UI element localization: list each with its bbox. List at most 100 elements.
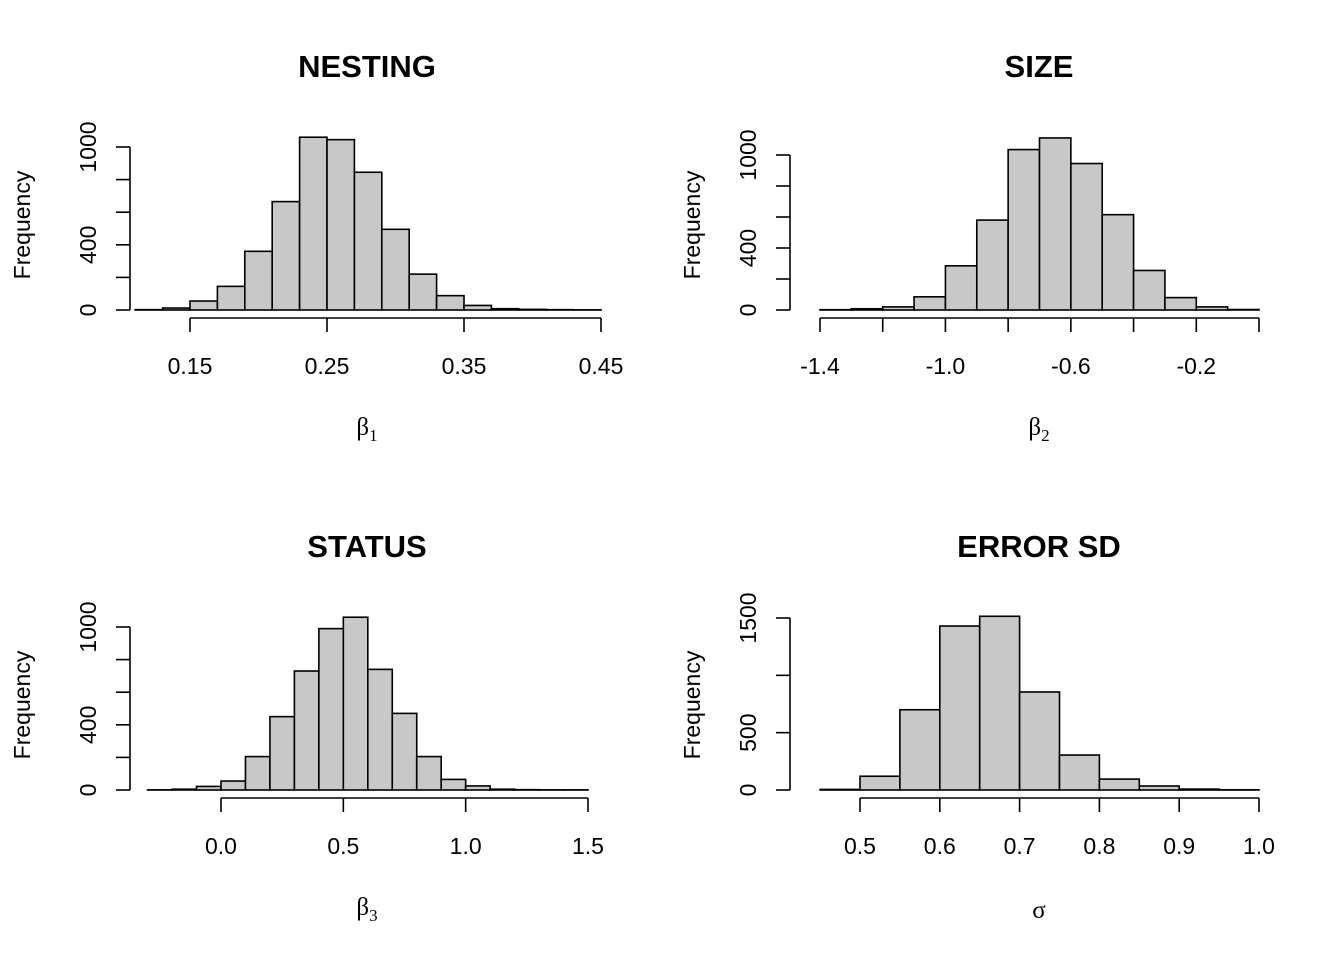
histogram-bar	[859, 775, 901, 791]
x-tick-label: 1.0	[1243, 833, 1275, 859]
x-tick-label: 0.7	[1004, 833, 1036, 859]
histogram-bar	[189, 300, 219, 311]
x-tick-label: 0.9	[1163, 833, 1195, 859]
y-tick-label: 400	[75, 226, 101, 264]
x-axis: 0.5 0.6 0.7 0.8 0.9 1.0	[844, 797, 1275, 859]
histogram-bar	[326, 138, 356, 311]
y-axis: 0 400 1000	[75, 121, 131, 317]
histogram-bar	[391, 712, 418, 791]
x-tick-label: 0.25	[305, 353, 350, 379]
histogram-bar	[435, 294, 465, 311]
chart-title: SIZE	[1005, 49, 1074, 84]
histogram-bar	[1101, 213, 1135, 311]
histogram-bar	[408, 273, 438, 311]
y-axis: 0 500 1500	[735, 592, 791, 797]
x-tick-label: 0.15	[168, 353, 213, 379]
chart-title: STATUS	[307, 529, 426, 564]
histogram-bar	[318, 627, 345, 791]
x-axis-label: β2	[1028, 414, 1049, 445]
histogram-bar	[489, 788, 516, 791]
histogram-bar	[913, 296, 947, 311]
histogram-bar	[440, 778, 467, 791]
x-tick-label: 0.0	[205, 833, 237, 859]
y-tick-label: 0	[75, 784, 101, 797]
histogram-bar	[380, 228, 410, 311]
x-tick-label: 0.8	[1083, 833, 1115, 859]
chart-title: ERROR SD	[957, 529, 1121, 564]
y-axis: 0 400 1000	[735, 129, 791, 317]
x-tick-label: 1.5	[572, 833, 604, 859]
x-tick-label: -1.0	[926, 353, 966, 379]
x-tick-label: -0.6	[1051, 353, 1091, 379]
histogram-bar	[1070, 162, 1104, 311]
y-axis-label: Frequency	[679, 170, 705, 279]
histogram-bar	[1132, 269, 1166, 311]
y-axis-label: Frequency	[9, 650, 35, 759]
histogram-bar	[850, 307, 884, 311]
x-axis-label: β3	[356, 894, 377, 925]
histogram-bar	[517, 308, 547, 311]
x-tick-label: -0.2	[1176, 353, 1216, 379]
histogram-bar	[1018, 691, 1061, 791]
y-tick-label: 0	[75, 304, 101, 317]
histogram-bar	[463, 304, 493, 311]
histogram-bar	[415, 755, 443, 791]
histogram-bar	[819, 788, 861, 791]
histogram-bar	[161, 307, 191, 311]
histogram-bar	[269, 715, 296, 791]
histogram-bar	[171, 788, 198, 791]
histogram-bar	[938, 625, 981, 791]
histogram-panel-2: SIZE -1.4 -1.0 -0.6 -0.2 0 400 1000 Frequency β2	[679, 49, 1260, 445]
histogram-bar	[220, 780, 247, 791]
y-axis: 0 400 1000	[75, 601, 131, 797]
histogram-bar	[944, 265, 978, 311]
y-tick-label: 0	[735, 784, 761, 797]
y-tick-label: 1000	[735, 129, 761, 180]
x-tick-label: 0.6	[924, 833, 956, 859]
histogram-bar	[1138, 785, 1181, 791]
histogram-bar	[881, 306, 915, 311]
x-tick-label: 1.0	[450, 833, 482, 859]
histogram-bar	[342, 616, 369, 791]
histogram-bar	[353, 171, 383, 311]
x-tick-label: 0.35	[442, 353, 487, 379]
histogram-bar	[1007, 148, 1041, 311]
y-axis-label: Frequency	[9, 170, 35, 279]
histogram-bar	[464, 785, 491, 791]
histogram-bar	[978, 615, 1021, 791]
histogram-bar	[1178, 788, 1220, 791]
histogram-bar	[1195, 306, 1229, 311]
x-tick-label: 0.45	[579, 353, 624, 379]
histogram-bar	[216, 285, 246, 311]
x-axis-label: β1	[356, 414, 377, 445]
y-tick-label: 500	[735, 713, 761, 751]
histogram-bar	[293, 670, 320, 791]
histogram-bar	[244, 755, 271, 791]
histogram-bar	[1098, 778, 1141, 791]
histogram-bar	[899, 708, 941, 791]
x-axis-label: σ	[1032, 897, 1046, 924]
x-tick-label: 0.5	[844, 833, 876, 859]
y-tick-label: 400	[75, 706, 101, 744]
y-tick-label: 1000	[75, 601, 101, 652]
histogram-bar	[271, 200, 301, 311]
histogram-bar	[244, 250, 274, 311]
x-axis: 0.0 0.5 1.0 1.5	[205, 797, 604, 859]
histogram-bar	[366, 668, 394, 791]
histogram-panel-4: ERROR SD 0.5 0.6 0.7 0.8 0.9 1.0 0 500 1500 Freque…	[679, 529, 1275, 924]
y-tick-label: 0	[735, 304, 761, 317]
y-tick-label: 1500	[735, 592, 761, 643]
histogram-bar	[195, 785, 222, 791]
y-axis-label: Frequency	[679, 650, 705, 759]
histogram-bar	[1058, 754, 1101, 791]
x-tick-label: 0.5	[327, 833, 359, 859]
histogram-panel-3: STATUS 0.0 0.5 1.0 1.5 0 400 1000 Frequency β3	[9, 529, 604, 925]
x-axis: 0.15 0.25 0.35 0.45	[168, 317, 624, 379]
x-tick-label: -1.4	[800, 353, 840, 379]
histogram-bar	[1164, 296, 1198, 311]
histogram-bar	[1038, 137, 1072, 311]
histogram-bar	[298, 136, 328, 311]
y-tick-label: 1000	[75, 121, 101, 172]
histogram-panel-1: NESTING 0.15 0.25 0.35 0.45 0 400 1000 Frequency…	[9, 49, 623, 445]
